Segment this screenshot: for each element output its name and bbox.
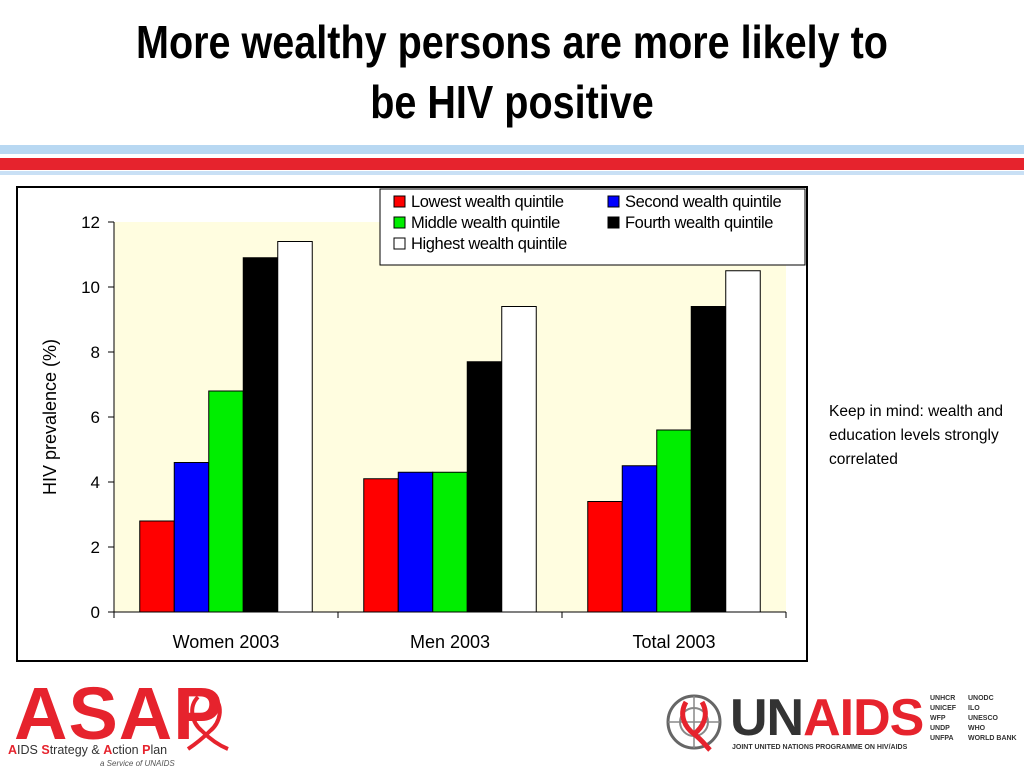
bar [725,270,761,613]
legend-box [379,188,806,266]
legend-label: Highest wealth quintile [411,235,567,253]
legend-label: Fourth wealth quintile [625,214,773,232]
legend-swatch [607,195,620,208]
bar [501,306,537,613]
bar [397,471,434,613]
y-tick-label: 4 [91,473,100,492]
unaids-logo: UNAIDS JOINT UNITED NATIONS PROGRAMME ON… [660,688,1020,758]
bar [277,241,313,613]
asap-wordmark: ASAP [14,672,224,755]
bar [587,501,623,613]
x-tick-label: Women 2003 [173,632,280,652]
legend-label: Lowest wealth quintile [411,193,564,211]
title-line-1: More wealthy persons are more likely to [136,16,888,68]
bar [208,390,244,613]
legend-label: Middle wealth quintile [411,214,560,232]
bar [173,462,210,613]
x-tick-label: Total 2003 [632,632,715,652]
y-tick-label: 6 [91,408,100,427]
bar [139,520,175,613]
decorative-band-light-blue [0,171,1024,175]
legend-swatch [607,216,620,229]
bar [621,465,658,613]
ribbon-icon [186,695,229,751]
side-note: Keep in mind: wealth and education level… [829,403,1004,468]
unaids-tagline: JOINT UNITED NATIONS PROGRAMME ON HIV/AI… [732,744,908,751]
decorative-band-red [0,158,1024,170]
bar [656,429,692,613]
bar [242,257,279,613]
bar [466,361,503,613]
unaids-wordmark: UNAIDS [730,689,924,747]
cosponsors-left: UNHCR UNICEF WFP UNDP UNFPA [930,695,957,742]
y-tick-label: 0 [91,603,100,622]
cosponsors-right: UNODC ILO UNESCO WHO WORLD BANK [968,695,1017,742]
asap-service-line: a Service of UNAIDS [100,759,175,768]
y-tick-label: 2 [91,538,100,557]
legend-swatch [393,237,406,250]
x-tick-label: Men 2003 [410,632,490,652]
legend-swatch [393,216,406,229]
legend: Lowest wealth quintile Second wealth quin… [379,188,806,266]
y-axis-label: HIV prevalence (%) [40,339,60,495]
legend-swatch [393,195,406,208]
bar [690,306,727,613]
asap-logo: ASAP AIDS Strategy & Action Plan a Servi… [8,672,238,768]
y-tick-label: 12 [81,213,100,232]
y-tick-label: 10 [81,278,100,297]
slide-title: More wealthy persons are more likely to … [72,12,953,132]
un-emblem-icon [666,694,722,752]
decorative-band-blue [0,145,1024,154]
bar-chart: 0 2 4 6 8 10 12 Women 2003 Men 2003 Total 2003 HIV… [40,188,806,652]
bar [363,478,399,613]
y-tick-label: 8 [91,343,100,362]
asap-tagline: AIDS Strategy & Action Plan [8,743,168,757]
legend-label: Second wealth quintile [625,193,782,211]
title-line-2: be HIV positive [370,76,654,128]
bar [432,471,468,613]
